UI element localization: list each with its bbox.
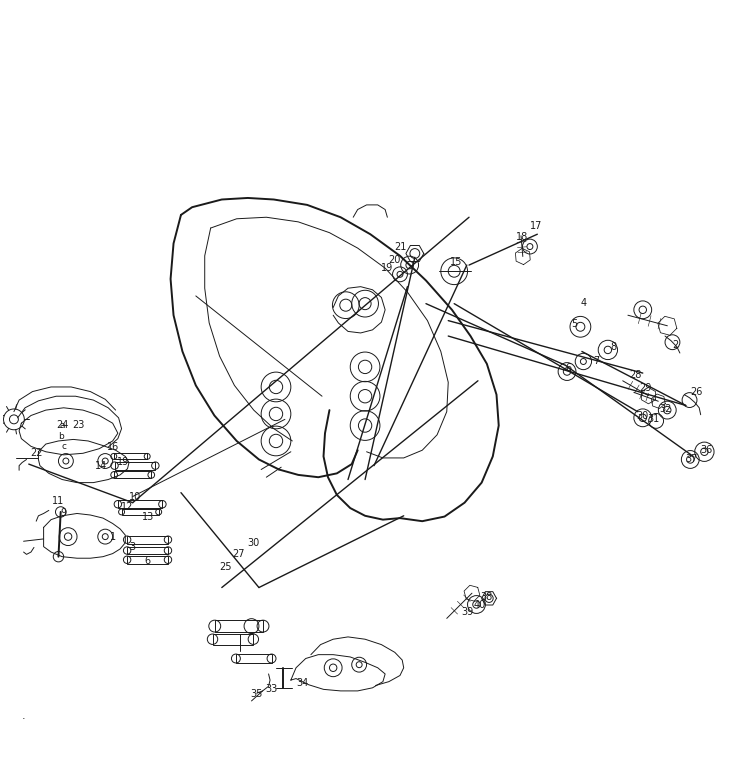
Text: 25: 25 xyxy=(219,563,232,573)
Text: 27: 27 xyxy=(233,549,245,559)
Text: .: . xyxy=(22,711,25,721)
Text: 39: 39 xyxy=(462,607,473,617)
Text: a: a xyxy=(59,421,65,430)
Text: 10: 10 xyxy=(129,493,141,502)
Text: 19: 19 xyxy=(117,457,129,467)
Text: 4: 4 xyxy=(580,298,586,308)
Text: 3: 3 xyxy=(129,542,136,552)
Text: 23: 23 xyxy=(73,420,85,430)
Text: 28: 28 xyxy=(629,370,642,380)
Text: 17: 17 xyxy=(530,221,542,232)
Text: 6: 6 xyxy=(144,556,150,566)
Text: 38: 38 xyxy=(481,592,493,602)
Text: 18: 18 xyxy=(516,232,529,242)
Text: 26: 26 xyxy=(690,387,702,396)
Text: 11: 11 xyxy=(52,497,64,506)
Text: 14: 14 xyxy=(95,462,107,472)
Text: c: c xyxy=(61,442,66,451)
Text: 30: 30 xyxy=(248,538,260,548)
Text: 19: 19 xyxy=(381,263,393,274)
Text: 34: 34 xyxy=(297,678,309,688)
Text: 36: 36 xyxy=(700,445,713,455)
Text: 20: 20 xyxy=(389,256,401,266)
Text: 16: 16 xyxy=(106,442,119,452)
Text: 13: 13 xyxy=(142,512,154,522)
Text: 37: 37 xyxy=(686,455,698,465)
Text: 22: 22 xyxy=(30,448,43,458)
Text: 21: 21 xyxy=(393,242,406,253)
Text: 1: 1 xyxy=(110,532,116,542)
Text: 30: 30 xyxy=(637,411,649,421)
Text: 9: 9 xyxy=(61,508,67,518)
Text: 31: 31 xyxy=(647,414,659,424)
Text: 7: 7 xyxy=(594,357,600,367)
Text: 33: 33 xyxy=(266,685,278,695)
Text: 15: 15 xyxy=(450,257,462,267)
Text: 12: 12 xyxy=(121,501,134,511)
Text: 5: 5 xyxy=(571,319,577,329)
Text: 2: 2 xyxy=(672,340,678,350)
Text: 6: 6 xyxy=(565,364,571,374)
Text: 32: 32 xyxy=(659,403,671,413)
Text: b: b xyxy=(58,432,64,441)
Text: 24: 24 xyxy=(56,420,68,430)
Text: 8: 8 xyxy=(610,342,616,352)
Text: 29: 29 xyxy=(640,384,652,393)
Text: 35: 35 xyxy=(251,689,263,699)
Text: 40: 40 xyxy=(473,600,485,609)
